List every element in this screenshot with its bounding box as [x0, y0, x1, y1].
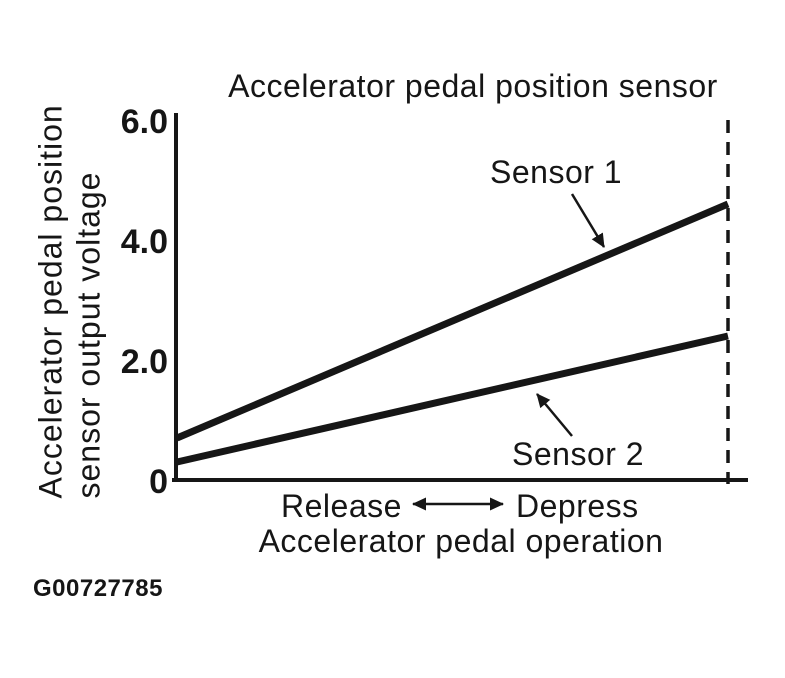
y-tick-label: 0 — [149, 463, 168, 501]
sensor1-label: Sensor 1 — [490, 154, 623, 190]
sensor1-pointer-arrow — [570, 193, 606, 248]
y-axis-label-line2: sensor output voltage — [70, 171, 107, 499]
release-label: Release — [281, 488, 402, 524]
y-tick-label: 6.0 — [120, 103, 168, 141]
sensor1-line — [175, 200, 730, 442]
chart-title: Accelerator pedal position sensor — [228, 68, 718, 104]
sensor2-pointer-arrow — [536, 393, 573, 437]
x-axis-label: Accelerator pedal operation — [258, 523, 664, 559]
y-tick-label: 2.0 — [120, 343, 168, 381]
figure-code: G00727785 — [33, 575, 163, 602]
y-axis-label: Accelerator pedal position sensor output… — [32, 94, 108, 499]
y-tick-label: 4.0 — [120, 223, 168, 261]
y-axis-label-line1: Accelerator pedal position — [32, 104, 69, 499]
sensor2-label: Sensor 2 — [512, 436, 645, 472]
depress-label: Depress — [516, 488, 639, 524]
sensor2-line — [176, 332, 729, 466]
